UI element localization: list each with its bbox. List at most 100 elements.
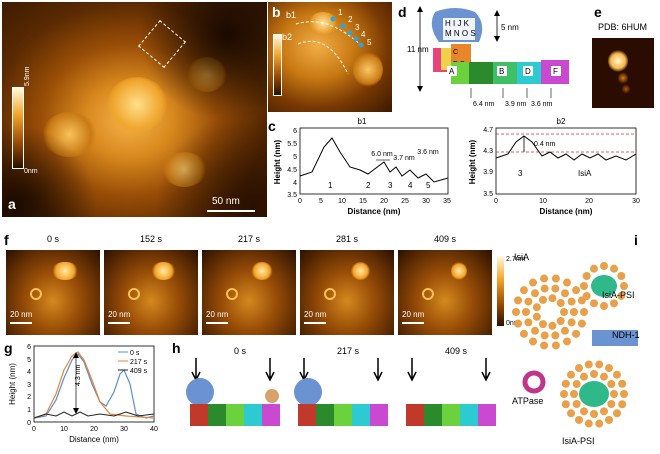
- isia-unit: [612, 370, 621, 379]
- svg-text:3.9: 3.9: [483, 169, 493, 176]
- psi-core: [591, 275, 617, 297]
- afm-image-a: 5.9nm 0nm 50 nm: [2, 2, 267, 217]
- chart-c-b1: b1 6.0 nm 3.7 nm 3.6 nm 1 2 3 4 5 6 5.5 …: [273, 117, 451, 216]
- isia-unit: [551, 284, 560, 293]
- isia-unit: [580, 372, 588, 381]
- afm-frame: 20 nm: [104, 250, 198, 335]
- h-block: [352, 404, 370, 426]
- h-block: [208, 404, 226, 426]
- dim-5nm: 5 nm: [501, 23, 519, 32]
- scale-bar-f-label: 20 nm: [10, 310, 33, 319]
- isia-unit: [567, 318, 576, 327]
- block-f: F: [553, 67, 558, 76]
- scale-bar-f-label: 20 nm: [304, 310, 327, 319]
- panel-label-d: d: [398, 4, 407, 20]
- svg-text:0: 0: [32, 426, 36, 433]
- block-d: D: [525, 67, 531, 76]
- isia-unit: [560, 289, 569, 298]
- isia-unit: [563, 337, 571, 346]
- svg-text:4.7: 4.7: [483, 127, 493, 134]
- svg-text:4: 4: [293, 180, 297, 187]
- isia-unit: [539, 295, 547, 304]
- dist-36: 3.6 nm: [417, 149, 439, 156]
- isia-unit: [584, 419, 593, 428]
- isia-unit: [610, 299, 618, 308]
- block-a: A: [449, 67, 455, 76]
- isia-unit: [600, 262, 608, 270]
- frame-time-label: 0 s: [46, 234, 59, 244]
- scale-bar-a: [207, 210, 255, 212]
- isia-unit: [514, 296, 523, 305]
- isia-unit: [567, 409, 576, 418]
- isia-unit: [580, 308, 588, 316]
- colorbar-f: [497, 256, 504, 326]
- isia-unit: [540, 284, 549, 293]
- svg-text:2: 2: [27, 394, 31, 401]
- svg-text:3: 3: [27, 382, 31, 389]
- h-block: [370, 404, 388, 426]
- isia-unit: [556, 299, 565, 308]
- svg-text:1: 1: [27, 407, 31, 414]
- isia-unit: [572, 380, 581, 388]
- isia-unit: [529, 278, 537, 287]
- isia-unit: [560, 326, 569, 335]
- h-snapshot: 0 s: [186, 346, 280, 426]
- svg-text:5.5: 5.5: [287, 141, 297, 148]
- svg-text:30: 30: [632, 198, 640, 205]
- peak-3: 3: [388, 181, 393, 190]
- scale-bar-f: [402, 322, 424, 324]
- isia-unit: [605, 364, 613, 373]
- peak-2: 2: [366, 181, 371, 190]
- scale-bar-f: [108, 322, 130, 324]
- ndh-arm: [186, 378, 214, 406]
- isia-unit: [595, 419, 604, 428]
- h-time-label: 409 s: [445, 346, 468, 356]
- afm-frame: 20 nm: [202, 250, 296, 335]
- frame-time-label: 217 s: [237, 234, 261, 244]
- dim-39: 3.9 nm: [505, 101, 527, 108]
- chart-g-xlabel: Distance (nm): [69, 435, 119, 444]
- subunits-hijk: H I J K: [445, 19, 470, 28]
- subunits-mnos: M N O S: [445, 29, 476, 38]
- svg-text:25: 25: [401, 198, 409, 205]
- b2-isia: IsiA: [578, 169, 592, 178]
- scale-bar-f: [206, 322, 228, 324]
- isia-unit: [582, 292, 591, 300]
- series-409s: [33, 411, 155, 419]
- panel-label-f: f: [4, 232, 9, 248]
- h-block: [190, 404, 208, 426]
- profile-paths-b: [295, 16, 364, 75]
- isia-unit: [560, 390, 568, 398]
- isia-unit: [600, 407, 608, 416]
- chart-g: 4.3 nm 0 s 217 s 409 s 6 5 4 3 2 1 0 0 1…: [8, 344, 158, 444]
- h-block: [442, 404, 460, 426]
- isia-unit: [567, 370, 576, 379]
- pdb-label: PDB: 6HUM: [598, 22, 648, 32]
- isia-unit: [590, 264, 598, 273]
- legend-409s: 409 s: [130, 368, 148, 375]
- isia-unit: [620, 390, 628, 398]
- isia-unit: [570, 308, 578, 316]
- scale-bar-f-label: 20 nm: [206, 310, 229, 319]
- svg-text:4.3: 4.3: [483, 148, 493, 155]
- chart-c-b1-title: b1: [358, 117, 367, 126]
- point-4: 4: [361, 30, 366, 39]
- isia-unit: [551, 331, 560, 340]
- isia-unit: [531, 289, 540, 298]
- svg-text:10: 10: [539, 198, 547, 205]
- scale-bar-f: [304, 322, 326, 324]
- chart-c-b2-xlabel: Distance (nm): [540, 207, 593, 216]
- isia-unit: [531, 326, 540, 335]
- h-block: [424, 404, 442, 426]
- isia-unit: [575, 415, 583, 424]
- isia-unit: [610, 264, 618, 273]
- isia-unit: [560, 308, 568, 316]
- label-isia: IsiA: [514, 252, 529, 262]
- scale-bar-a-label: 50 nm: [212, 196, 240, 207]
- afm-image-b: b1 b2 1 2 3 4 5: [268, 2, 392, 112]
- svg-text:20: 20: [380, 198, 388, 205]
- structure-d: H I J K M N O S C E G A B D F 11 nm 5 nm…: [407, 6, 569, 108]
- svg-text:30: 30: [120, 426, 128, 433]
- isia-unit: [548, 321, 557, 330]
- isia-unit: [607, 380, 616, 388]
